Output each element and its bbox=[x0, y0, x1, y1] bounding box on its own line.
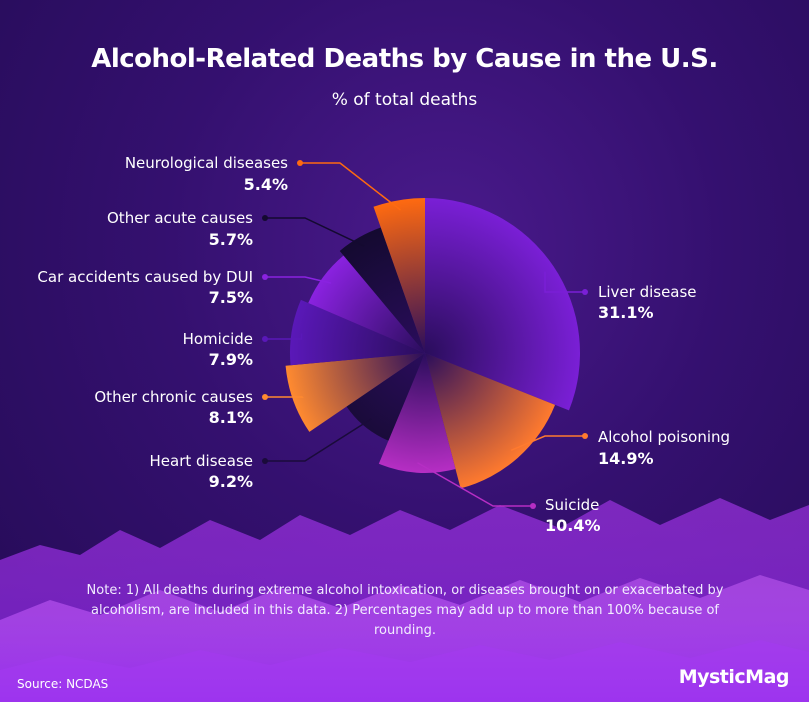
slice-label: Neurological diseases bbox=[125, 154, 288, 172]
slice-value-label: 7.5% bbox=[209, 288, 253, 307]
brand-logo: MysticMag bbox=[678, 666, 790, 688]
pie-slice-car-accidents-caused-by-dui bbox=[308, 255, 425, 353]
leader-line bbox=[265, 217, 365, 247]
source-credit: Source: NCDAS bbox=[17, 677, 109, 691]
leader-dot bbox=[297, 160, 303, 166]
slice-value-label: 9.2% bbox=[209, 472, 253, 491]
slice-value-label: 10.4% bbox=[545, 516, 601, 535]
slice-label: Car accidents caused by DUI bbox=[37, 268, 253, 286]
pie-slice-neurological-diseases bbox=[373, 198, 425, 353]
slice-value-label: 31.1% bbox=[598, 303, 654, 322]
chart-title: Alcohol-Related Deaths by Cause in the U… bbox=[91, 44, 718, 74]
slice-label: Homicide bbox=[183, 330, 253, 348]
chart-subtitle: % of total deaths bbox=[331, 90, 478, 110]
slice-label: Alcohol poisoning bbox=[598, 428, 730, 446]
pie-slice-heart-disease bbox=[346, 353, 425, 441]
slice-label: Liver disease bbox=[598, 283, 697, 301]
slice-value-label: 5.4% bbox=[244, 175, 288, 194]
leader-dot bbox=[582, 289, 588, 295]
pie-slice-other-acute-causes bbox=[339, 227, 425, 353]
leader-dot bbox=[262, 274, 268, 280]
pie-slice-other-chronic-causes bbox=[285, 353, 425, 432]
footnote: Note: 1) All deaths during extreme alcoh… bbox=[86, 583, 724, 638]
slice-label: Other acute causes bbox=[107, 209, 253, 227]
leader-line bbox=[510, 435, 585, 452]
pie-slice-suicide bbox=[378, 353, 456, 473]
leader-dot bbox=[262, 336, 268, 342]
slice-value-label: 8.1% bbox=[209, 408, 253, 427]
pie-slice-homicide bbox=[289, 299, 425, 366]
leader-line bbox=[265, 333, 303, 340]
slice-label: Heart disease bbox=[150, 452, 253, 470]
slice-label: Suicide bbox=[545, 496, 599, 514]
leader-line bbox=[300, 162, 402, 211]
leader-line bbox=[265, 276, 332, 284]
leader-line bbox=[265, 418, 372, 462]
pie-slice-alcohol-poisoning bbox=[425, 353, 556, 489]
slice-label: Other chronic causes bbox=[94, 388, 253, 406]
slice-value-label: 14.9% bbox=[598, 449, 654, 468]
leader-line bbox=[544, 271, 585, 293]
leader-dot bbox=[262, 215, 268, 221]
leader-dot bbox=[262, 458, 268, 464]
slice-value-label: 5.7% bbox=[209, 230, 253, 249]
leader-line bbox=[417, 462, 533, 507]
leader-dot bbox=[582, 433, 588, 439]
leader-dot bbox=[530, 503, 536, 509]
pie-slice-liver-disease bbox=[425, 198, 580, 411]
leader-dot bbox=[262, 394, 268, 400]
slice-value-label: 7.9% bbox=[209, 350, 253, 369]
